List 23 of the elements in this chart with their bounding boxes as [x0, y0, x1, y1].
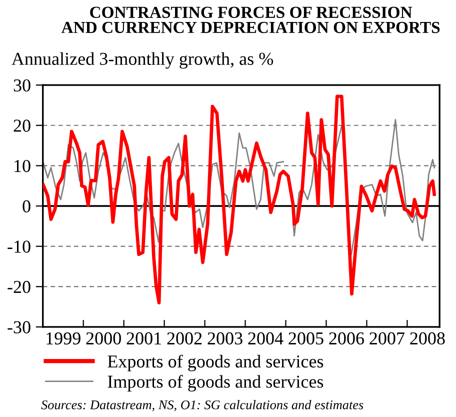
legend-label: Exports of goods and services	[108, 354, 324, 372]
chart-title: CONTRASTING FORCES OF RECESSION AND CURRENCY DEPRECIATION ON EXPORTS	[61, 6, 440, 34]
x-tick-label: 2000	[86, 332, 121, 344]
x-tick-label: 1999	[46, 332, 80, 344]
y-tick-label: -20	[8, 280, 30, 294]
y-axis-title: Annualized 3-monthly growth, as %	[12, 52, 274, 69]
x-tick-label: 2006	[329, 332, 364, 344]
source-note: Sources: Datastream, NS, O1: SG calculations and estimates	[41, 400, 364, 412]
x-tick-label: 2008	[410, 332, 445, 344]
x-tick-label: 2004	[248, 332, 284, 344]
y-tick-label: 10	[14, 160, 30, 172]
line-series	[42, 94, 436, 304]
y-tick-label: -30	[8, 321, 30, 334]
y-tick-label: 20	[14, 120, 30, 132]
x-tick-label: 2007	[370, 332, 404, 344]
x-tick-label: 2001	[126, 332, 162, 344]
legend-label: Imports of goods and services	[108, 374, 324, 392]
x-tick-label: 2003	[208, 332, 242, 344]
x-tick-label: 2002	[167, 332, 202, 344]
y-tick-label: 0	[22, 200, 30, 212]
y-tick-label: -10	[8, 240, 30, 253]
x-tick-label: 2005	[288, 332, 324, 344]
y-tick-label: 30	[14, 79, 30, 92]
